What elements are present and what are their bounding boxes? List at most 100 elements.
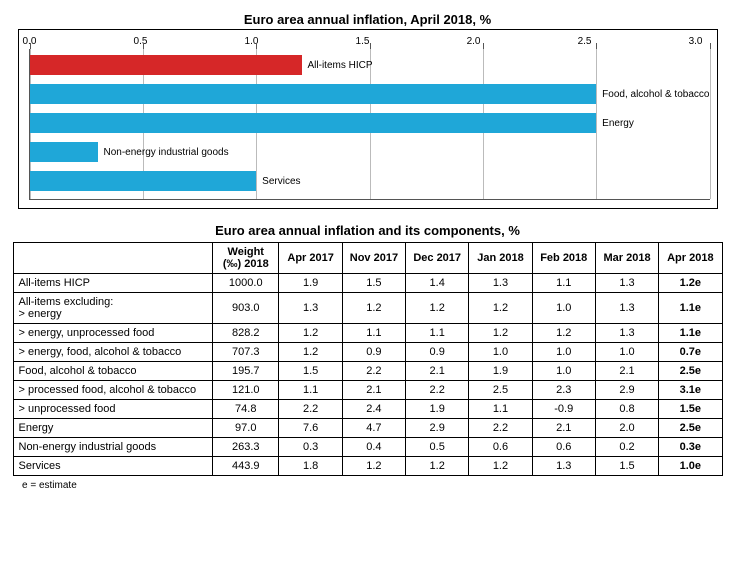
chart-bar-label: All-items HICP (302, 60, 373, 71)
table-row-label: > energy, food, alcohol & tobacco (13, 343, 213, 362)
table-row-label: All-items excluding:> energy (13, 293, 213, 324)
table-cell: 2.9 (406, 419, 469, 438)
table-row: Non-energy industrial goods263.30.30.40.… (13, 438, 722, 457)
table-row: Food, alcohol & tobacco195.71.52.22.11.9… (13, 362, 722, 381)
table-cell: 97.0 (213, 419, 279, 438)
table-cell: 903.0 (213, 293, 279, 324)
chart-bar (30, 142, 98, 162)
table-row: > energy, food, alcohol & tobacco707.31.… (13, 343, 722, 362)
chart-bar-row: Energy (30, 113, 634, 133)
table-cell: 1.9 (469, 362, 532, 381)
table-cell: 1.0 (532, 362, 595, 381)
chart-title: Euro area annual inflation, April 2018, … (10, 12, 725, 27)
chart-bar-row: All-items HICP (30, 55, 373, 75)
table-cell: 1.0e (659, 457, 722, 476)
table-cell: 1.2 (469, 457, 532, 476)
table-header-cell: Mar 2018 (595, 243, 658, 274)
table-cell: 2.2 (469, 419, 532, 438)
table-cell: 0.6 (469, 438, 532, 457)
table-cell: 2.2 (342, 362, 405, 381)
table-row-label: > processed food, alcohol & tobacco (13, 381, 213, 400)
table-cell: 2.1 (532, 419, 595, 438)
table-cell: 1.2 (406, 293, 469, 324)
table-row: > processed food, alcohol & tobacco121.0… (13, 381, 722, 400)
table-cell: 2.4 (342, 400, 405, 419)
table-header-cell: Feb 2018 (532, 243, 595, 274)
chart-container: 0.00.51.01.52.02.53.0 All-items HICPFood… (18, 29, 718, 209)
table-cell: 1.5e (659, 400, 722, 419)
table-cell: 443.9 (213, 457, 279, 476)
table-row-label: Food, alcohol & tobacco (13, 362, 213, 381)
chart-bar (30, 84, 597, 104)
table-cell: 1.0 (532, 343, 595, 362)
chart-bar-label: Non-energy industrial goods (98, 147, 229, 158)
chart-bar (30, 113, 597, 133)
table-title: Euro area annual inflation and its compo… (10, 223, 725, 238)
table-cell: 1.2 (342, 293, 405, 324)
table-cell: 1.9 (406, 400, 469, 419)
table-row: Services443.91.81.21.21.21.31.51.0e (13, 457, 722, 476)
table-cell: 2.0 (595, 419, 658, 438)
table-cell: 74.8 (213, 400, 279, 419)
table-cell: 1.2 (406, 457, 469, 476)
table-cell: 2.2 (279, 400, 342, 419)
chart-bar-row: Food, alcohol & tobacco (30, 84, 710, 104)
table-row-label: All-items HICP (13, 274, 213, 293)
table-row-label: > unprocessed food (13, 400, 213, 419)
table-cell: 0.3e (659, 438, 722, 457)
chart-bar-label: Services (256, 176, 300, 187)
table-cell: 1.1 (279, 381, 342, 400)
x-tick-label: 1.0 (245, 36, 356, 47)
chart-tick (143, 43, 144, 49)
table-cell: 1.3 (279, 293, 342, 324)
table-cell: 0.8 (595, 400, 658, 419)
table-cell: 1.1 (469, 400, 532, 419)
table-cell: 0.9 (406, 343, 469, 362)
table-cell: 1.5 (342, 274, 405, 293)
table-header-cell (13, 243, 213, 274)
chart-gridline (710, 45, 711, 199)
table-cell: 4.7 (342, 419, 405, 438)
table-cell: 2.5 (469, 381, 532, 400)
table-cell: 0.4 (342, 438, 405, 457)
table-cell: 2.9 (595, 381, 658, 400)
table-cell: 1.3 (595, 324, 658, 343)
x-tick-label: 0.5 (134, 36, 245, 47)
table-cell: 2.1 (595, 362, 658, 381)
table-cell: 1.2 (469, 324, 532, 343)
table-footnote: e = estimate (22, 480, 725, 491)
table-row: > energy, unprocessed food828.21.21.11.1… (13, 324, 722, 343)
table-cell: 1.2 (532, 324, 595, 343)
table-cell: 3.1e (659, 381, 722, 400)
table-cell: 0.7e (659, 343, 722, 362)
table-cell: 0.2 (595, 438, 658, 457)
table-row-label: Energy (13, 419, 213, 438)
chart-bar-label: Food, alcohol & tobacco (596, 89, 709, 100)
chart-bar-label: Energy (596, 118, 634, 129)
x-tick-label: 0.0 (23, 36, 134, 47)
table-cell: 1.2 (469, 293, 532, 324)
table-cell: 2.5e (659, 419, 722, 438)
table-cell: 1.3 (469, 274, 532, 293)
table-header-cell: Jan 2018 (469, 243, 532, 274)
chart-bar-row: Services (30, 171, 301, 191)
table-cell: 0.5 (406, 438, 469, 457)
table-cell: 0.3 (279, 438, 342, 457)
x-tick-label: 2.5 (578, 36, 689, 47)
table-cell: 263.3 (213, 438, 279, 457)
table-cell: 1.0 (469, 343, 532, 362)
chart-bar-row: Non-energy industrial goods (30, 142, 229, 162)
chart-tick (30, 43, 31, 49)
table-cell: 1.9 (279, 274, 342, 293)
table-cell: -0.9 (532, 400, 595, 419)
table-cell: 1.5 (279, 362, 342, 381)
chart-tick (370, 43, 371, 49)
table-cell: 1.1 (342, 324, 405, 343)
table-row: Energy97.07.64.72.92.22.12.02.5e (13, 419, 722, 438)
table-cell: 121.0 (213, 381, 279, 400)
chart-tick (710, 43, 711, 49)
table-cell: 2.1 (406, 362, 469, 381)
chart-bar (30, 55, 302, 75)
table-cell: 1.1 (532, 274, 595, 293)
chart-tick (256, 43, 257, 49)
